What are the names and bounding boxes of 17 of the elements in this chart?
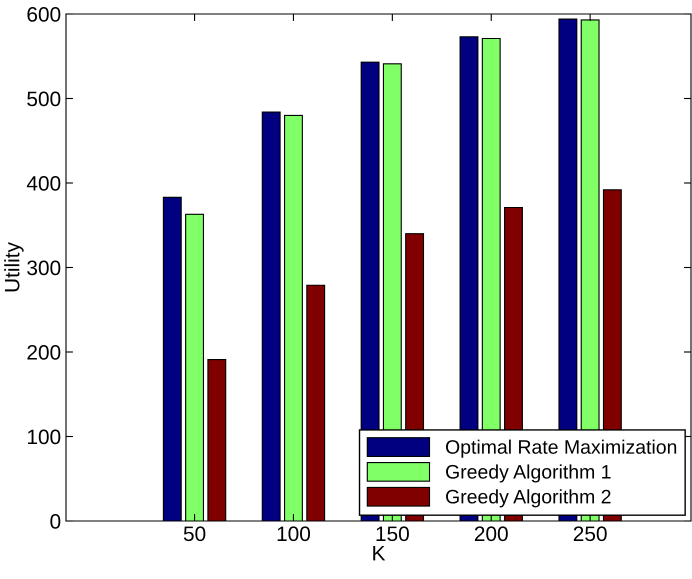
x-tick-label: 150	[376, 526, 409, 542]
legend-label: Greedy Algorithm 2	[446, 489, 611, 508]
legend-label: Optimal Rate Maximization	[446, 440, 676, 458]
y-tick-label: 0	[50, 514, 60, 529]
y-tick-label: 600	[27, 7, 60, 22]
x-axis-title: K	[373, 546, 386, 560]
y-tick-label: 200	[27, 345, 60, 360]
y-tick-label: 100	[28, 430, 60, 444]
x-tick-label: 50	[184, 526, 206, 542]
y-tick-label: 500	[27, 92, 60, 106]
y-tick-label: 400	[26, 176, 60, 191]
x-tick-label: 100	[278, 526, 310, 542]
legend-label: Greedy Algorithm 1	[446, 464, 611, 483]
x-tick-label: 200	[474, 526, 508, 542]
y-tick-label: 300	[27, 260, 60, 276]
x-tick-label: 250	[574, 526, 607, 542]
y-axis-title: Utility	[4, 242, 24, 292]
